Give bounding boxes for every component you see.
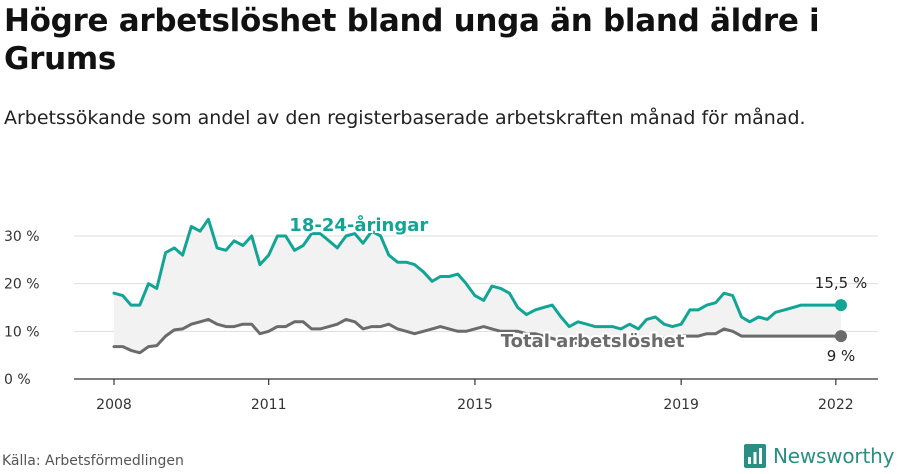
end-label-total: 9 % [827, 347, 856, 365]
series-lines [112, 217, 847, 355]
series-label-youth: 18-24-åringar [289, 214, 428, 236]
axes: 0 % 10 % 20 % 30 % 2008 2011 2015 2019 2022 [4, 229, 854, 413]
chart-title: Högre arbetslöshet bland unga än bland ä… [4, 3, 820, 77]
series-labels: 18-24-åringar Total arbetslöshet 15,5 % 9 % [287, 212, 867, 365]
source-note: Källa: Arbetsförmedlingen [2, 453, 184, 469]
series-label-total: Total arbetslöshet [501, 331, 685, 352]
series-line-youth [112, 217, 843, 331]
x-tick-label: 2015 [457, 397, 493, 413]
brand-logo[interactable]: Newsworthy [744, 442, 894, 470]
brand-name: Newsworthy [773, 444, 895, 468]
y-tick-label: 20 % [4, 277, 40, 293]
y-tick-label: 30 % [4, 229, 40, 245]
x-tick-label: 2011 [251, 397, 287, 413]
newsworthy-logo-icon [744, 444, 766, 468]
end-label-youth: 15,5 % [815, 274, 867, 292]
y-tick-label: 10 % [4, 324, 40, 340]
range-band [114, 219, 841, 353]
x-tick-label: 2019 [663, 397, 699, 413]
x-tick-label: 2008 [96, 397, 132, 413]
chart-subtitle: Arbetssökande som andel av den registerb… [4, 107, 806, 129]
series-line-total [112, 317, 843, 355]
x-tick-label: 2022 [818, 397, 854, 413]
series-line-youth-end-point [835, 299, 847, 312]
series-line-total-end-point [835, 330, 847, 343]
y-tick-label: 0 % [4, 372, 31, 388]
